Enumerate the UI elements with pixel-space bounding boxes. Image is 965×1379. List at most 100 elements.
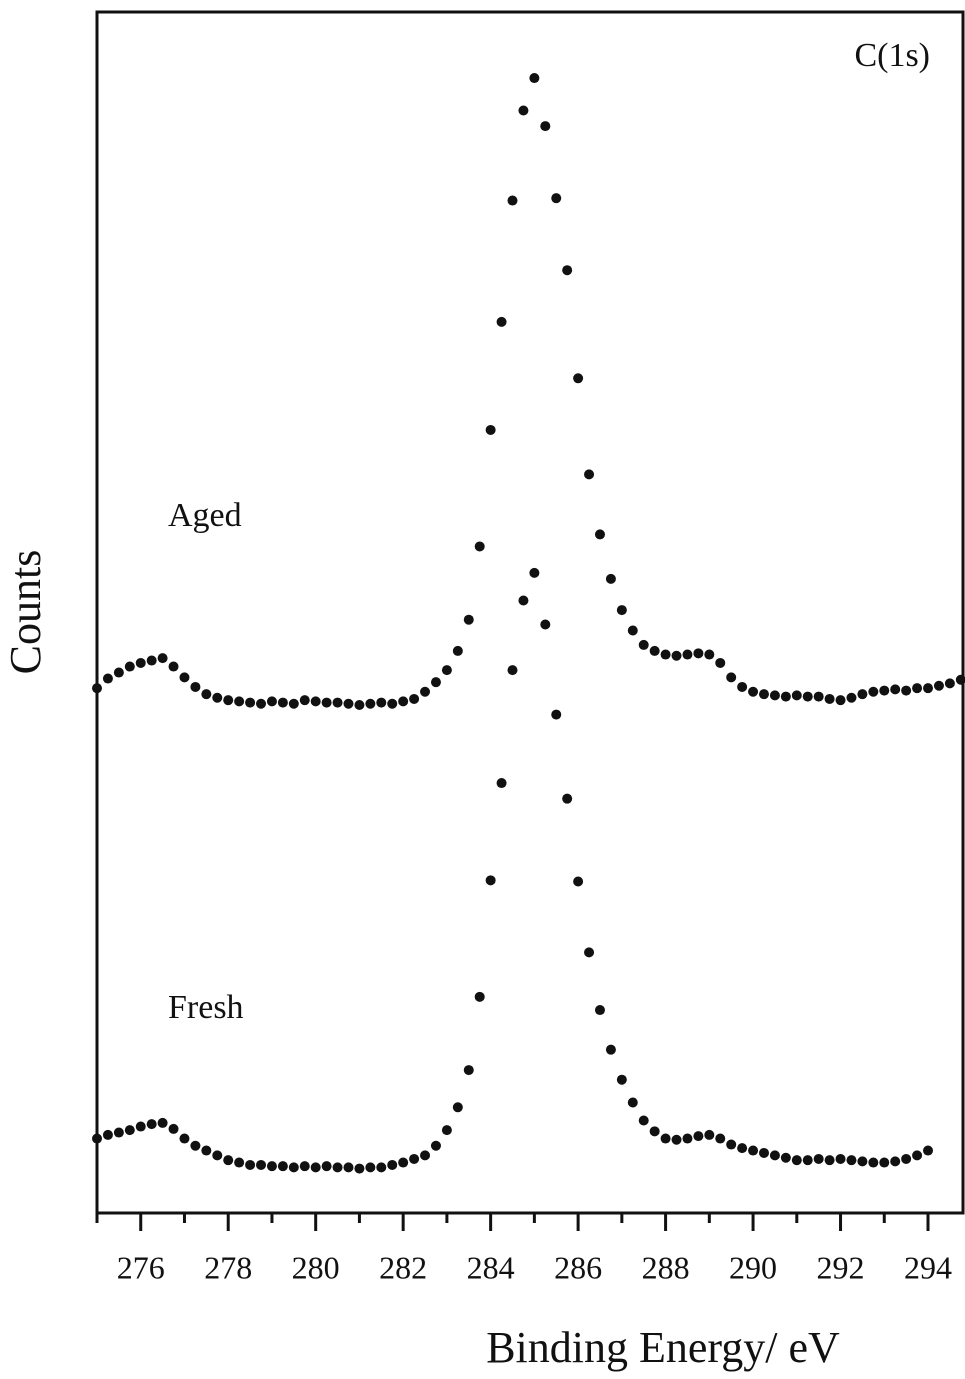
- data-point: [573, 373, 584, 384]
- data-point: [288, 1162, 299, 1173]
- data-point: [179, 672, 190, 683]
- data-point: [310, 696, 321, 707]
- x-tick-label: 280: [292, 1249, 340, 1285]
- data-point: [616, 605, 627, 616]
- data-point: [409, 1153, 420, 1164]
- data-point: [463, 1065, 474, 1076]
- data-point: [332, 1162, 343, 1173]
- data-point: [212, 1150, 223, 1161]
- data-point: [474, 541, 485, 552]
- data-point: [944, 678, 955, 689]
- data-point: [321, 1161, 332, 1172]
- data-point: [441, 665, 452, 676]
- data-point: [780, 691, 791, 702]
- data-point: [802, 691, 813, 702]
- data-point: [890, 684, 901, 695]
- data-point: [190, 681, 201, 692]
- data-point: [649, 645, 660, 656]
- x-axis-label: Binding Energy/ eV: [486, 1323, 840, 1372]
- data-point: [376, 1162, 387, 1173]
- x-tick-label: 290: [729, 1249, 777, 1285]
- data-point: [901, 685, 912, 696]
- data-point: [420, 1150, 431, 1161]
- data-point: [277, 697, 288, 708]
- data-point: [529, 73, 540, 84]
- data-point: [682, 1133, 693, 1144]
- data-point: [223, 1155, 234, 1166]
- data-point: [879, 1157, 890, 1168]
- data-point: [704, 649, 715, 660]
- data-point: [769, 690, 780, 701]
- data-point: [638, 639, 649, 650]
- data-point: [715, 657, 726, 668]
- y-axis-label: Counts: [1, 550, 50, 675]
- data-point: [179, 1133, 190, 1144]
- data-point: [365, 698, 376, 709]
- data-point: [682, 649, 693, 660]
- data-point: [365, 1162, 376, 1173]
- x-tick-label: 288: [642, 1249, 690, 1285]
- data-point: [245, 1159, 256, 1170]
- data-point: [660, 1133, 671, 1144]
- data-point: [715, 1133, 726, 1144]
- data-point: [124, 1125, 135, 1136]
- data-point: [463, 614, 474, 625]
- data-point: [496, 316, 507, 327]
- data-point: [835, 1153, 846, 1164]
- data-point: [780, 1152, 791, 1163]
- data-point: [376, 697, 387, 708]
- data-point: [102, 673, 113, 684]
- data-point: [594, 529, 605, 540]
- data-point: [441, 1125, 452, 1136]
- data-point: [343, 698, 354, 709]
- data-point: [748, 1145, 759, 1156]
- data-point: [540, 121, 551, 132]
- data-point: [671, 650, 682, 661]
- data-point: [758, 689, 769, 700]
- x-tick-label: 292: [817, 1249, 865, 1285]
- data-point: [288, 698, 299, 709]
- data-point: [234, 696, 245, 707]
- data-point: [354, 1163, 365, 1174]
- data-point: [627, 625, 638, 636]
- data-point: [912, 1150, 923, 1161]
- data-point: [824, 693, 835, 704]
- data-point: [879, 685, 890, 696]
- data-point: [113, 1127, 124, 1138]
- data-point: [813, 1153, 824, 1164]
- data-point: [452, 1102, 463, 1113]
- x-tick-label: 282: [379, 1249, 427, 1285]
- data-point: [890, 1156, 901, 1167]
- data-point: [485, 875, 496, 886]
- data-point: [616, 1074, 627, 1085]
- data-point: [540, 619, 551, 630]
- data-point: [846, 1155, 857, 1166]
- data-point: [846, 692, 857, 703]
- data-point: [474, 991, 485, 1002]
- data-point: [813, 691, 824, 702]
- data-point: [955, 674, 965, 685]
- data-point: [496, 778, 507, 789]
- data-point: [584, 469, 595, 480]
- data-point: [135, 1121, 146, 1132]
- data-point: [135, 657, 146, 668]
- data-point: [409, 693, 420, 704]
- x-tick-label: 294: [904, 1249, 952, 1285]
- data-point: [627, 1097, 638, 1108]
- data-point: [452, 645, 463, 656]
- data-point: [649, 1126, 660, 1137]
- data-point: [857, 689, 868, 700]
- data-point: [201, 689, 212, 700]
- data-point: [266, 696, 277, 707]
- data-point: [737, 681, 748, 692]
- data-point: [901, 1153, 912, 1164]
- data-point: [398, 1157, 409, 1168]
- data-point: [387, 698, 398, 709]
- data-point: [758, 1147, 769, 1158]
- data-point: [737, 1143, 748, 1154]
- data-point: [256, 698, 267, 709]
- data-point: [551, 709, 562, 720]
- data-point: [387, 1159, 398, 1170]
- data-point: [430, 1140, 441, 1151]
- data-point: [518, 105, 529, 116]
